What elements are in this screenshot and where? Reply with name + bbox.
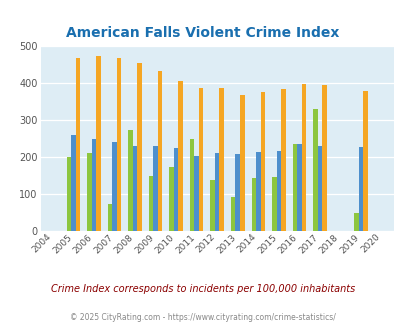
Bar [87,153,92,231]
Bar [276,151,280,231]
Bar [256,151,260,231]
Bar [173,148,178,231]
Bar [239,95,244,231]
Text: American Falls Violent Crime Index: American Falls Violent Crime Index [66,26,339,40]
Bar [312,109,317,231]
Bar [321,85,326,231]
Bar [132,146,137,231]
Bar [198,88,203,231]
Bar [169,167,173,231]
Bar [214,153,219,231]
Bar [137,63,141,231]
Bar [292,144,296,231]
Bar [66,157,71,231]
Bar [153,146,158,231]
Bar [296,144,301,231]
Bar [75,58,80,231]
Bar [280,89,285,231]
Bar [260,92,264,231]
Bar [230,197,235,231]
Bar [149,176,153,231]
Bar [178,81,183,231]
Bar [112,142,117,231]
Bar [107,204,112,231]
Bar [219,88,224,231]
Text: Crime Index corresponds to incidents per 100,000 inhabitants: Crime Index corresponds to incidents per… [51,284,354,294]
Bar [128,130,132,231]
Bar [353,213,358,231]
Bar [71,135,75,231]
Text: © 2025 CityRating.com - https://www.cityrating.com/crime-statistics/: © 2025 CityRating.com - https://www.city… [70,313,335,322]
Bar [317,147,321,231]
Bar [362,91,367,231]
Bar [301,84,305,231]
Bar [251,178,256,231]
Bar [358,147,362,231]
Bar [96,56,100,231]
Bar [271,178,276,231]
Bar [194,156,198,231]
Bar [210,180,214,231]
Bar [235,154,239,231]
Bar [92,139,96,231]
Bar [117,58,121,231]
Bar [190,139,194,231]
Bar [158,71,162,231]
